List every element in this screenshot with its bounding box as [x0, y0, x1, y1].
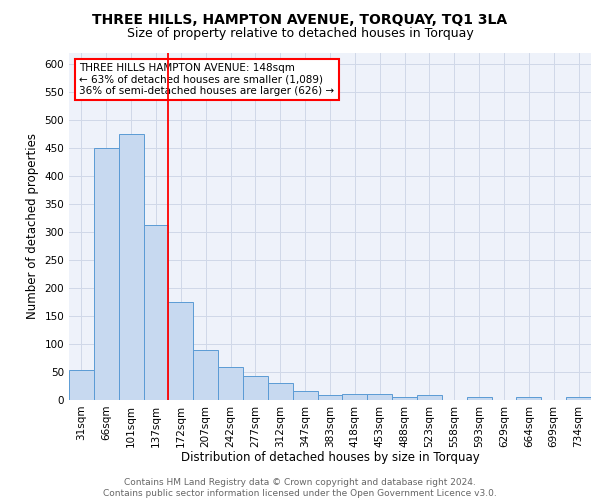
Bar: [268, 383, 293, 400]
Bar: [293, 391, 317, 400]
Bar: [143, 225, 169, 400]
Bar: [94, 148, 119, 400]
Bar: [193, 350, 218, 400]
Text: Size of property relative to detached houses in Torquay: Size of property relative to detached ho…: [127, 28, 473, 40]
Text: THREE HILLS, HAMPTON AVENUE, TORQUAY, TQ1 3LA: THREE HILLS, HAMPTON AVENUE, TORQUAY, TQ…: [92, 12, 508, 26]
Bar: [69, 370, 94, 400]
Bar: [317, 395, 343, 400]
X-axis label: Distribution of detached houses by size in Torquay: Distribution of detached houses by size …: [181, 451, 479, 464]
Bar: [392, 397, 417, 400]
Bar: [343, 394, 367, 400]
Bar: [218, 368, 243, 400]
Bar: [566, 397, 591, 400]
Bar: [367, 394, 392, 400]
Bar: [417, 395, 442, 400]
Text: Contains HM Land Registry data © Crown copyright and database right 2024.
Contai: Contains HM Land Registry data © Crown c…: [103, 478, 497, 498]
Bar: [169, 302, 193, 400]
Bar: [119, 134, 143, 400]
Bar: [517, 396, 541, 400]
Bar: [467, 397, 491, 400]
Y-axis label: Number of detached properties: Number of detached properties: [26, 133, 39, 320]
Bar: [243, 376, 268, 400]
Text: THREE HILLS HAMPTON AVENUE: 148sqm
← 63% of detached houses are smaller (1,089)
: THREE HILLS HAMPTON AVENUE: 148sqm ← 63%…: [79, 63, 335, 96]
